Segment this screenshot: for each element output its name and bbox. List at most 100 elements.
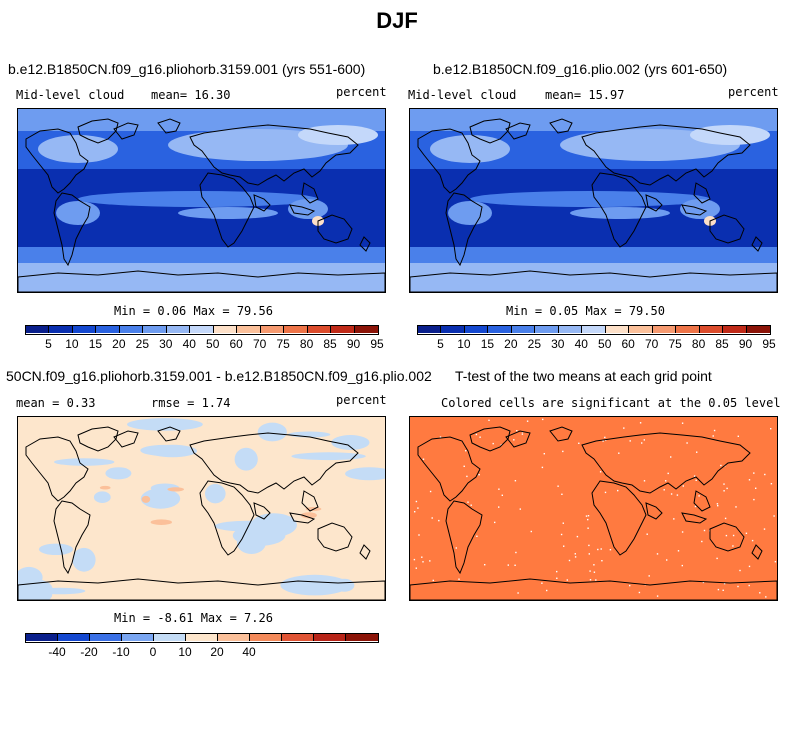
colorbar-swatch (283, 325, 308, 333)
insignificant-cell (712, 435, 714, 437)
colorbar-swatch (722, 325, 747, 333)
coastline (751, 544, 763, 560)
coastline (709, 522, 745, 552)
colorbar-swatch (651, 325, 677, 333)
panel-1-variable-label: Mid-level cloud (16, 88, 125, 102)
colorbar-swatch (313, 633, 346, 641)
colorbar-label: 20 (112, 337, 126, 351)
coastline (317, 522, 353, 552)
colorbar-label: 15 (88, 337, 103, 351)
negative-anomaly (232, 525, 286, 546)
coastline (645, 502, 663, 520)
coastline (693, 490, 711, 512)
colorbar-swatch (463, 325, 489, 333)
coastline (645, 194, 663, 212)
panel-1-mean-label: mean= 16.30 (151, 88, 231, 102)
colorbar-swatch (345, 633, 378, 641)
negative-anomaly (234, 447, 258, 471)
negative-anomaly (147, 444, 197, 458)
insignificant-cell (698, 495, 700, 497)
panel-3-mean-label: mean = 0.33 (16, 396, 96, 410)
insignificant-cell (673, 518, 675, 520)
insignificant-cell (723, 483, 725, 485)
colorbar-swatch (581, 325, 606, 333)
coastline (113, 430, 139, 448)
insignificant-cell (682, 485, 684, 487)
insignificant-cell (717, 588, 720, 591)
coastline (77, 118, 119, 144)
insignificant-cell (703, 529, 706, 532)
colorbar-label: 75 (276, 337, 290, 351)
coastline (157, 426, 181, 442)
coastline (693, 182, 711, 204)
insignificant-cell (663, 489, 665, 491)
coastline (189, 432, 359, 494)
insignificant-cell (455, 547, 457, 549)
panel-2-units-label: percent (728, 85, 779, 99)
coastline (25, 436, 89, 502)
colorbar-label: 75 (668, 337, 682, 351)
panel-4-title: T-test of the two means at each grid poi… (455, 368, 712, 384)
coastline (549, 426, 573, 442)
coastline (469, 426, 511, 452)
insignificant-cell (542, 418, 544, 421)
insignificant-cell (643, 439, 645, 441)
insignificant-cell (686, 442, 688, 444)
neutral-fill (18, 417, 385, 600)
colorbar-label: 95 (370, 337, 384, 351)
negative-anomaly (140, 488, 181, 509)
insignificant-cell (422, 561, 424, 563)
insignificant-cell (681, 564, 683, 567)
panel-4-map (409, 416, 778, 601)
insignificant-cell (726, 487, 728, 490)
insignificant-cell (541, 582, 543, 584)
coastline (469, 118, 511, 144)
coastline (445, 192, 483, 267)
colorbar-swatch (259, 325, 285, 333)
colorbar-label: 5 (45, 337, 52, 351)
insignificant-cell (623, 427, 625, 429)
colorbar-swatch (121, 633, 154, 641)
colorbar-swatch (604, 325, 630, 333)
insignificant-cell (561, 493, 563, 495)
panel-1-title: b.e12.B1850CN.f09_g16.pliohorb.3159.001 … (8, 61, 366, 77)
insignificant-cell (599, 471, 602, 473)
insignificant-cell (601, 560, 603, 562)
panel-3-min-max: Min = -8.61 Max = 7.26 (114, 611, 273, 625)
coastline (53, 500, 91, 575)
insignificant-cell (600, 548, 602, 550)
southern-ocean-band (410, 247, 777, 263)
insignificant-cell (595, 579, 597, 581)
colorbar-label: 70 (252, 337, 267, 351)
insignificant-cell (720, 464, 722, 467)
coastline (751, 236, 763, 252)
colorbar-swatch (142, 325, 167, 333)
negative-anomaly (257, 422, 287, 442)
coastline (581, 124, 751, 186)
insignificant-cell (667, 472, 669, 475)
colorbar-swatch (353, 325, 378, 333)
insignificant-cell (415, 567, 417, 569)
panel-1-min-max: Min = 0.06 Max = 79.56 (114, 304, 273, 318)
negative-anomaly (105, 467, 132, 480)
insignificant-cell (517, 592, 519, 594)
colorbar-label: 10 (457, 337, 471, 351)
panel-2-mean-label: mean= 15.97 (545, 88, 625, 102)
coastline (505, 430, 531, 448)
colorbar-label: 5 (437, 337, 444, 351)
insignificant-cell (696, 451, 698, 453)
positive-anomaly (300, 512, 317, 519)
colorbar-label: 0 (149, 645, 157, 659)
coastline (157, 118, 181, 134)
insignificant-cell (713, 429, 716, 432)
insignificant-cell (764, 473, 766, 476)
colorbar-label: 30 (159, 337, 173, 351)
insignificant-cell (417, 507, 419, 509)
insignificant-cell (745, 532, 748, 534)
colorbar-swatch (249, 633, 282, 641)
colorbar-frame (25, 325, 379, 335)
panel-3-map (17, 416, 386, 601)
insignificant-cell (543, 453, 545, 455)
coastline (591, 480, 647, 556)
colorbar-label: 15 (480, 337, 495, 351)
